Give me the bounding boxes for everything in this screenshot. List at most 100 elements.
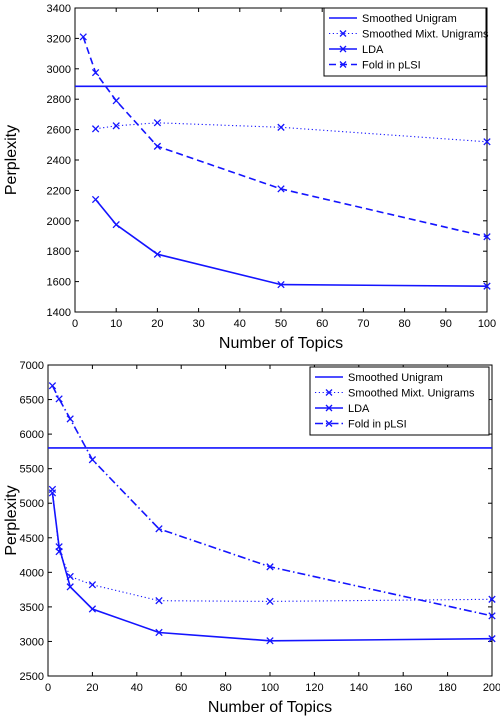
x-tick-label: 20: [86, 682, 98, 694]
x-tick-label: 40: [234, 318, 246, 330]
x-tick-label: 100: [261, 682, 279, 694]
x-tick-label: 0: [72, 318, 78, 330]
data-point: [48, 485, 57, 494]
data-point: [155, 597, 163, 605]
y-axis-label: Perplexity: [3, 485, 20, 555]
x-tick-label: 120: [305, 682, 323, 694]
legend-label: LDA: [348, 403, 370, 415]
y-axis-label: Perplexity: [3, 125, 20, 195]
x-tick-label: 70: [357, 318, 369, 330]
data-point: [483, 233, 491, 241]
legend-marker: [325, 404, 333, 412]
data-point: [66, 583, 74, 591]
data-point: [488, 635, 496, 643]
data-point: [155, 628, 163, 637]
y-tick-label: 2200: [47, 185, 71, 197]
legend-label: LDA: [362, 44, 384, 56]
x-tick-label: 60: [316, 318, 328, 330]
legend: Smoothed Unigram Smoothed Mixt. Unigrams L…: [323, 7, 489, 77]
x-tick-label: 140: [350, 682, 368, 694]
y-tick-label: 2800: [47, 94, 71, 106]
legend-box: [309, 366, 490, 436]
x-tick-label: 80: [398, 318, 410, 330]
data-point: [55, 543, 63, 551]
series-line-2: [95, 122, 488, 143]
data-point: [112, 122, 120, 130]
x-axis-label: Number of Topics: [219, 335, 343, 352]
data-point: [488, 612, 496, 620]
legend-marker: [339, 61, 347, 68]
data-point: [153, 119, 162, 127]
series-line-3: [94, 198, 488, 287]
data-point: [88, 456, 97, 464]
x-tick-label: 30: [192, 318, 204, 330]
data-point: [488, 595, 496, 603]
data-point: [88, 605, 97, 613]
legend-label: Smoothed Mixt. Unigrams: [348, 388, 475, 400]
legend-marker: [339, 45, 347, 53]
y-tick-label: 6000: [20, 429, 44, 441]
data-point: [266, 637, 274, 645]
legend-marker: [325, 420, 333, 427]
y-tick-label: 6500: [20, 395, 44, 407]
legend-label: Smoothed Unigram: [348, 372, 443, 384]
y-tick-label: 3000: [47, 64, 71, 76]
y-tick-label: 5000: [20, 498, 44, 510]
x-tick-label: 160: [394, 682, 412, 694]
legend-label: Fold in pLSI: [362, 60, 421, 72]
x-tick-label: 0: [45, 682, 51, 694]
data-point: [153, 142, 162, 150]
y-tick-label: 3500: [20, 602, 44, 614]
data-point: [91, 68, 100, 77]
data-point: [88, 581, 97, 589]
data-point: [112, 220, 120, 229]
data-point: [112, 97, 120, 105]
data-point: [277, 185, 285, 193]
y-tick-label: 3200: [47, 33, 71, 45]
data-point: [55, 395, 63, 403]
legend-marker: [325, 389, 333, 396]
data-point: [91, 125, 100, 133]
data-point: [483, 138, 491, 146]
x-tick-label: 10: [110, 318, 122, 330]
x-tick-label: 40: [131, 682, 143, 694]
data-point: [266, 597, 274, 606]
series-line-4: [82, 36, 488, 238]
data-point: [79, 33, 87, 41]
y-tick-label: 2400: [47, 155, 71, 167]
data-point: [48, 382, 57, 390]
x-tick-label: 50: [275, 318, 287, 330]
chart-1: 0 10 20 30 40 50 60 70 80 90 100 1400 1600 1800 2000 22…: [3, 3, 496, 352]
x-tick-label: 100: [478, 318, 496, 330]
legend-label: Smoothed Unigram: [362, 13, 457, 25]
series-line-2: [51, 489, 493, 602]
data-point: [91, 195, 100, 204]
y-tick-label: 4000: [20, 567, 44, 579]
data-point: [66, 415, 74, 423]
legend-label: Fold in pLSI: [348, 419, 407, 431]
legend-marker: [339, 30, 347, 37]
data-point: [277, 280, 285, 289]
y-tick-label: 1600: [47, 277, 71, 289]
data-point: [155, 525, 163, 533]
x-tick-label: 60: [175, 682, 187, 694]
x-tick-label: 200: [483, 682, 500, 694]
y-tick-label: 2600: [47, 125, 71, 137]
x-tick-label: 90: [440, 318, 452, 330]
y-tick-label: 2000: [47, 216, 71, 228]
data-point: [48, 489, 57, 497]
y-tick-label: 5500: [20, 464, 44, 476]
y-tick-label: 1800: [47, 246, 71, 258]
x-tick-label: 180: [438, 682, 456, 694]
data-point: [266, 563, 274, 571]
y-tick-label: 3400: [47, 3, 71, 15]
y-tick-label: 7000: [20, 360, 44, 372]
y-tick-label: 2500: [20, 671, 44, 683]
x-tick-label: 20: [151, 318, 163, 330]
x-axis-label: Number of Topics: [208, 699, 332, 716]
data-point: [277, 123, 285, 131]
data-point: [153, 250, 162, 258]
y-tick-label: 3000: [20, 636, 44, 648]
y-tick-label: 1400: [47, 307, 71, 319]
